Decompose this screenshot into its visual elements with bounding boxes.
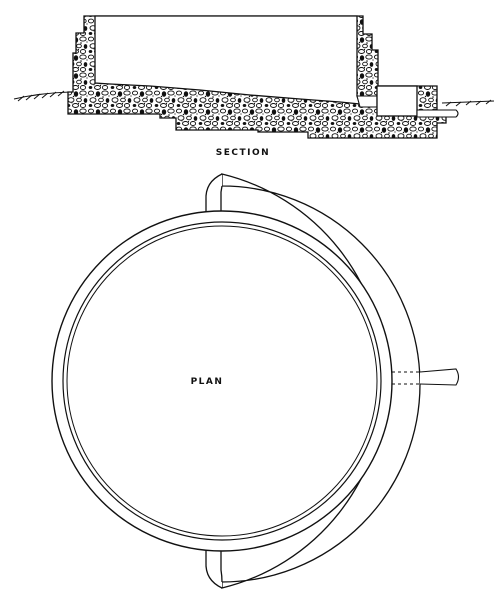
outlet-pipe — [416, 109, 459, 118]
plan-outlet-pipe — [392, 368, 460, 386]
section-label: SECTION — [216, 148, 270, 158]
outlet-box — [376, 85, 418, 117]
section-view: SECTION — [13, 15, 495, 158]
ground-line — [13, 90, 495, 107]
tank-water — [66, 225, 378, 537]
tank-outer-wall — [51, 210, 393, 552]
tank-interior — [94, 15, 361, 105]
plan-view: PLAN — [51, 173, 460, 589]
outlet-channel — [356, 95, 378, 108]
tank-inner-ring — [62, 221, 382, 541]
plan-label: PLAN — [191, 377, 224, 387]
